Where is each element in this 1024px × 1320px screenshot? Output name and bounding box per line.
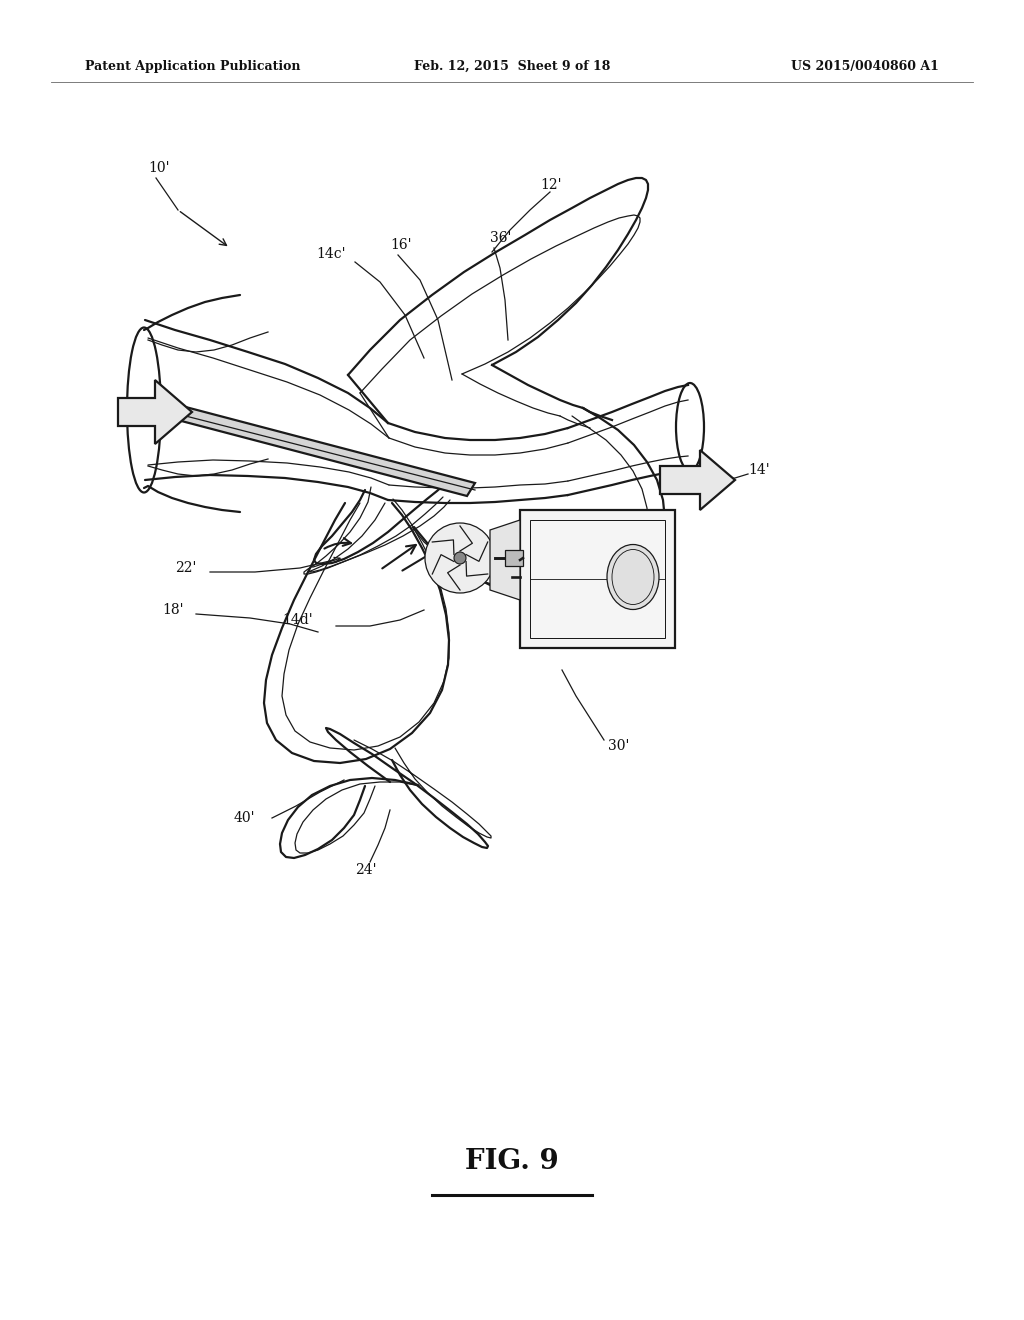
Text: 10': 10' xyxy=(148,161,170,176)
Ellipse shape xyxy=(607,544,659,610)
Polygon shape xyxy=(170,405,475,496)
Text: 14c': 14c' xyxy=(316,247,345,261)
Polygon shape xyxy=(490,520,520,601)
Text: Feb. 12, 2015  Sheet 9 of 18: Feb. 12, 2015 Sheet 9 of 18 xyxy=(414,59,610,73)
Polygon shape xyxy=(118,380,193,444)
Text: US 2015/0040860 A1: US 2015/0040860 A1 xyxy=(792,59,939,73)
Bar xyxy=(530,520,665,638)
Text: 18': 18' xyxy=(162,603,183,616)
Text: 16': 16' xyxy=(390,238,412,252)
Text: FIG. 9: FIG. 9 xyxy=(465,1148,559,1175)
Text: 24': 24' xyxy=(355,863,377,876)
Text: 12': 12' xyxy=(540,178,561,191)
Text: 14d': 14d' xyxy=(282,612,312,627)
Text: 14': 14' xyxy=(748,463,770,477)
Circle shape xyxy=(425,523,495,593)
Text: 40': 40' xyxy=(234,810,256,825)
Bar xyxy=(520,510,675,648)
Polygon shape xyxy=(660,450,735,510)
Bar xyxy=(505,550,523,566)
Circle shape xyxy=(454,552,466,564)
Text: 22': 22' xyxy=(175,561,197,576)
Text: Patent Application Publication: Patent Application Publication xyxy=(85,59,300,73)
Text: 36': 36' xyxy=(490,231,511,246)
Text: 30': 30' xyxy=(608,739,630,752)
